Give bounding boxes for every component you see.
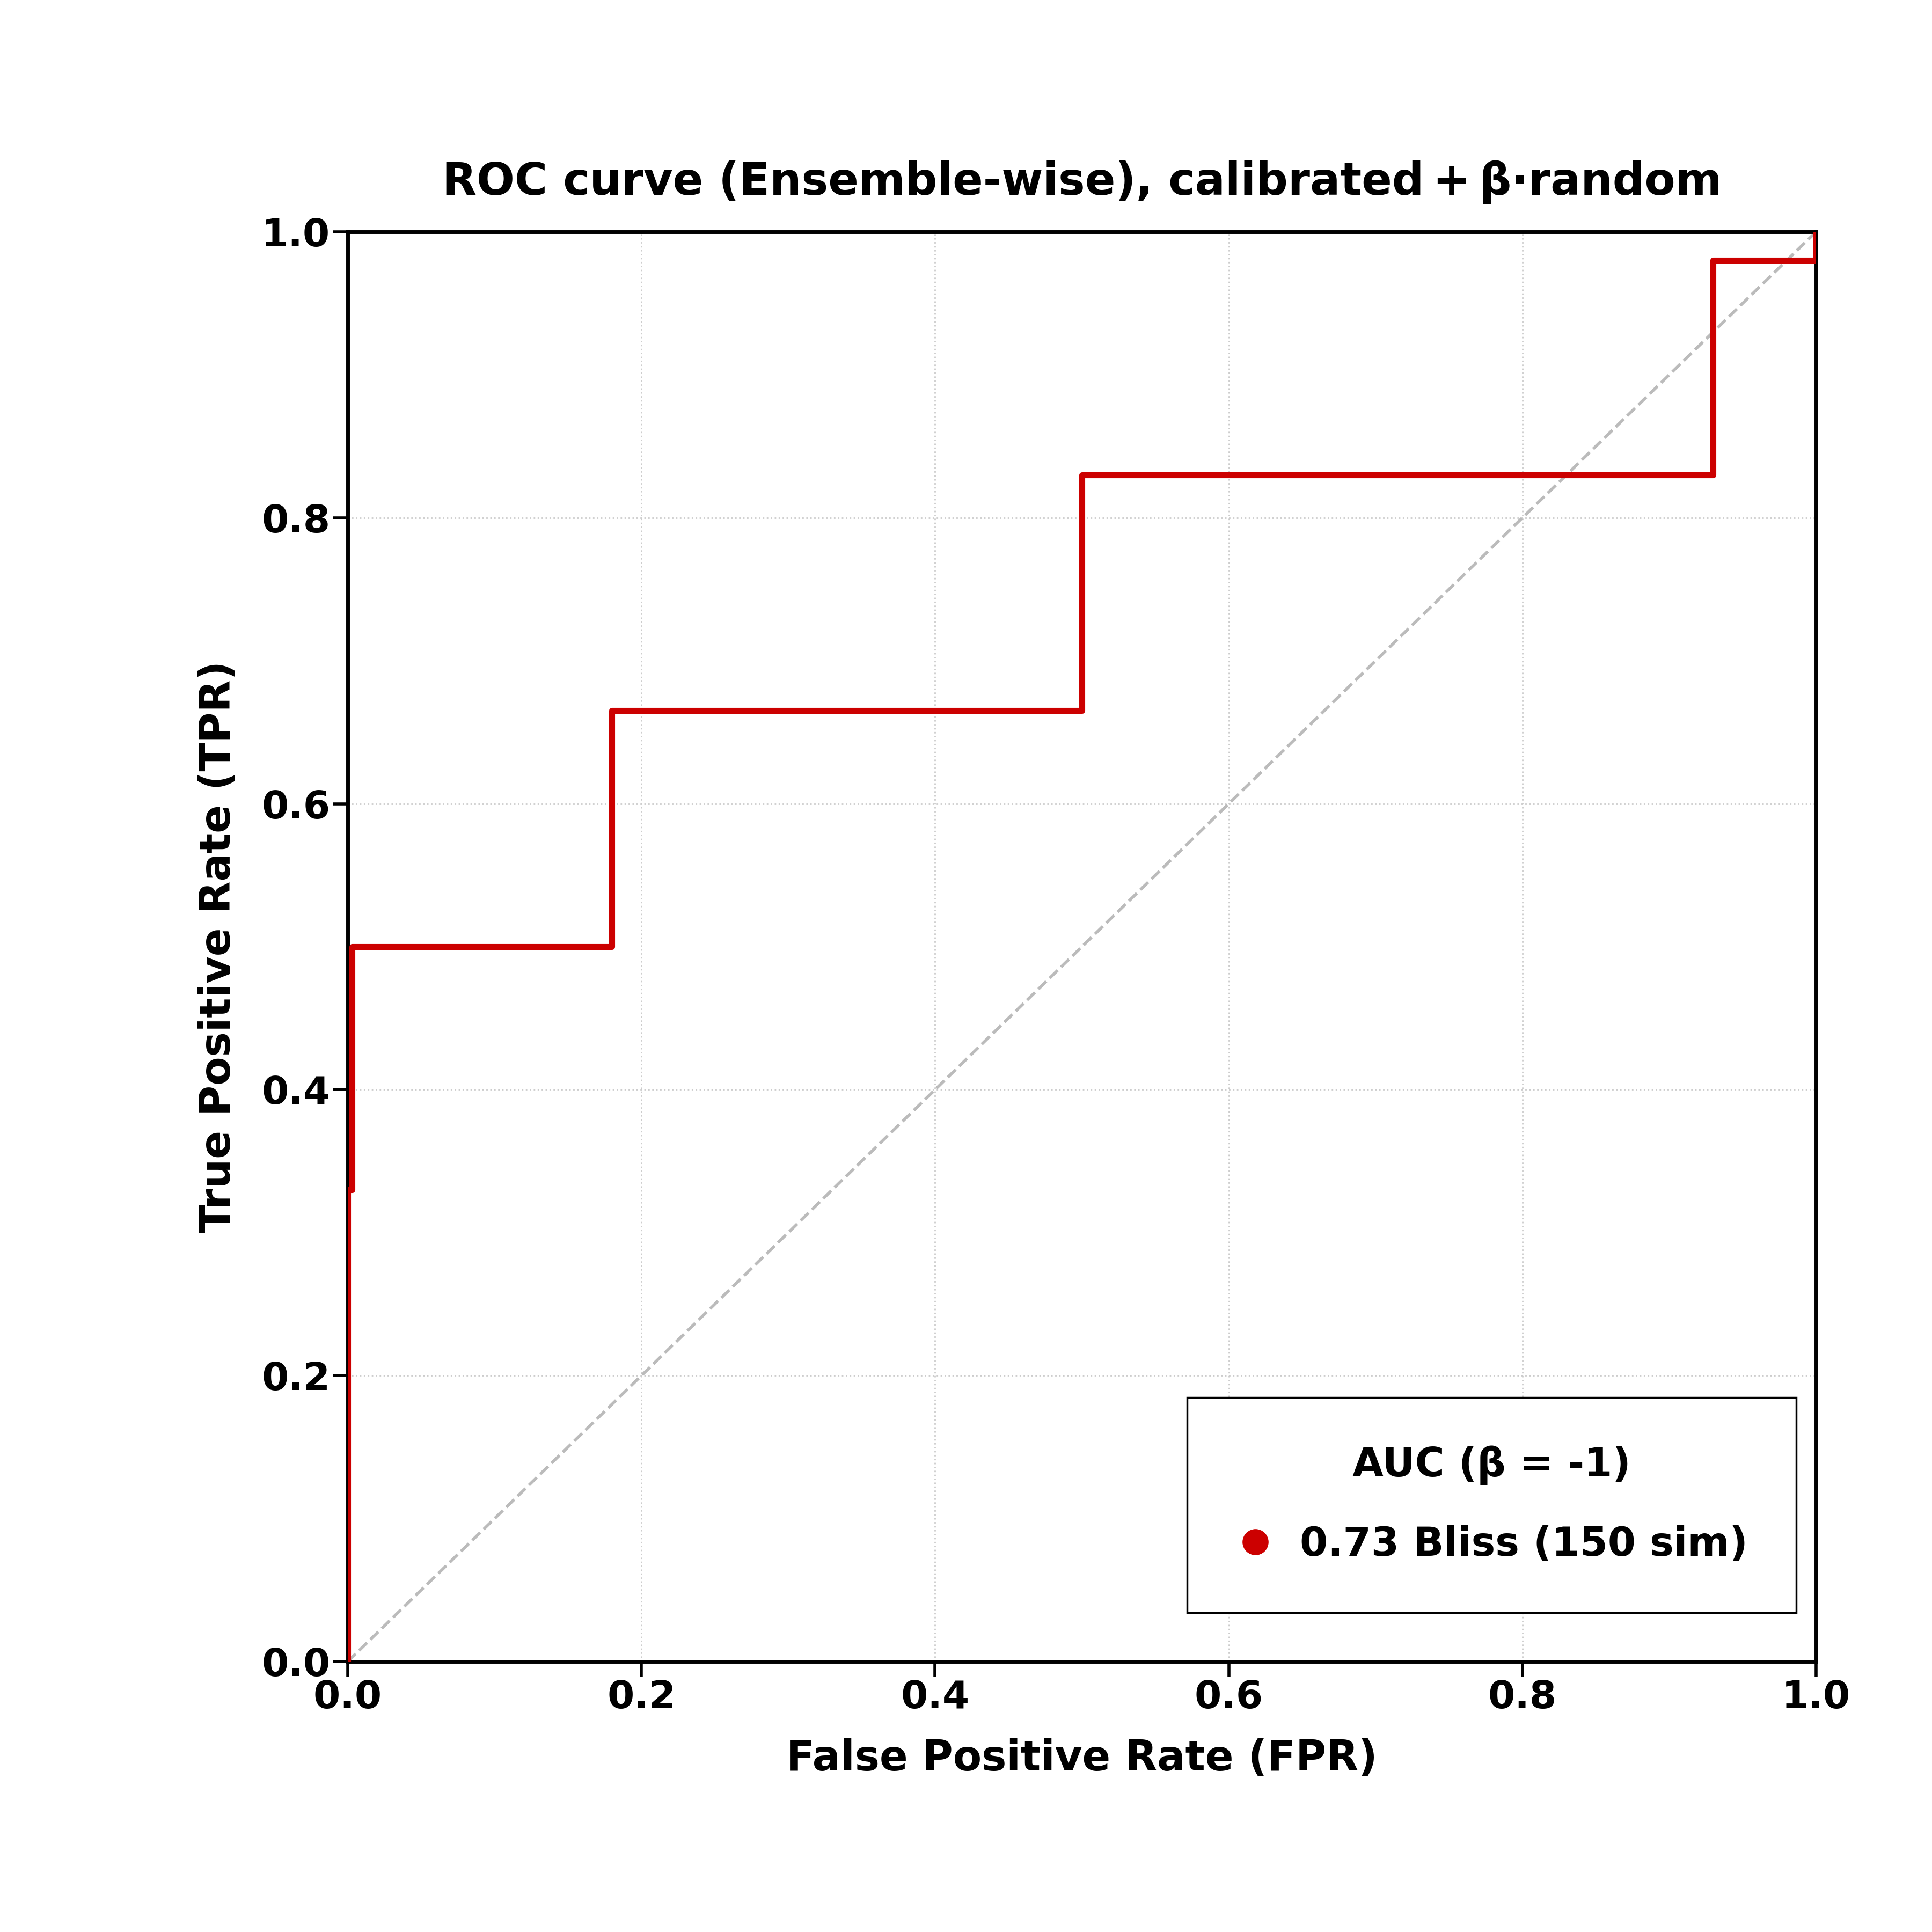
X-axis label: False Positive Rate (FPR): False Positive Rate (FPR) [786, 1739, 1378, 1779]
Y-axis label: True Positive Rate (TPR): True Positive Rate (TPR) [199, 661, 240, 1233]
Legend: 0.73 Bliss (150 sim): 0.73 Bliss (150 sim) [1186, 1397, 1797, 1613]
Title: ROC curve (Ensemble-wise), calibrated + β·random: ROC curve (Ensemble-wise), calibrated + … [442, 160, 1721, 203]
